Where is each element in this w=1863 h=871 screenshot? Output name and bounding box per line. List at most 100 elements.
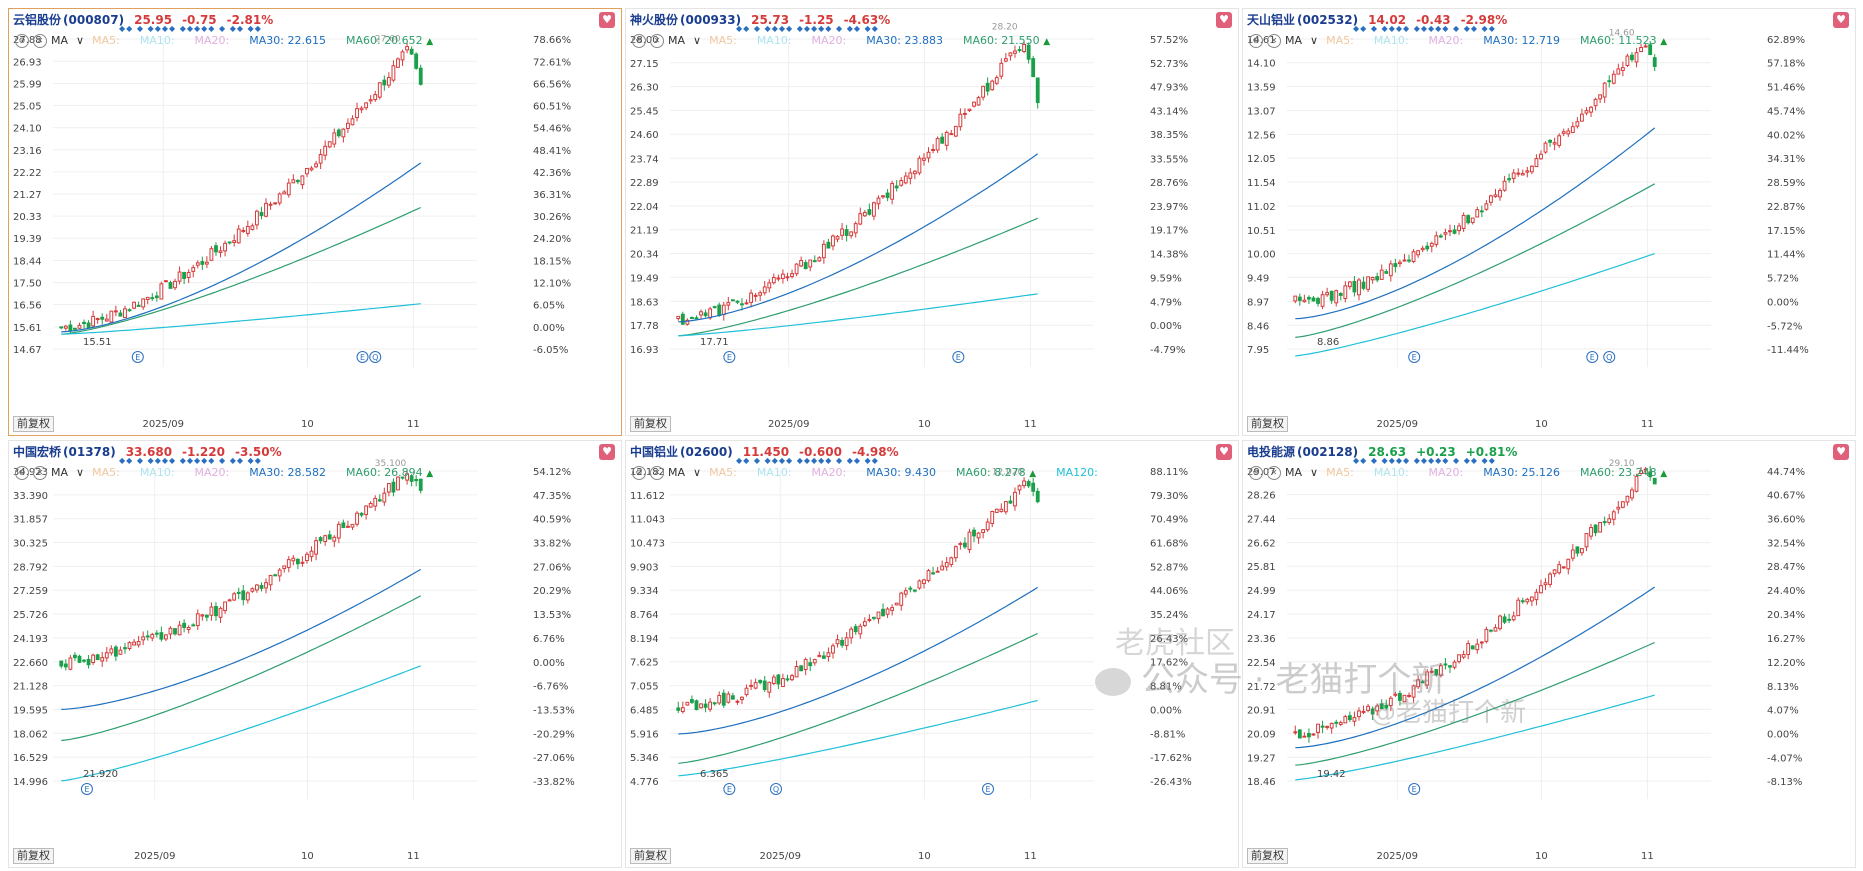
chevron-down-icon[interactable]: ∨ (693, 34, 702, 47)
event-marker[interactable]: E (80, 783, 93, 795)
close-x-icon[interactable]: ✕ (1267, 34, 1281, 48)
stock-name[interactable]: 中国宏桥 (13, 445, 62, 459)
candle (1297, 293, 1302, 306)
favorite-heart-icon[interactable]: ♥ (599, 12, 615, 28)
adjust-mode-button[interactable]: 前复权 (13, 848, 54, 864)
chevron-down-icon[interactable]: ∨ (76, 466, 85, 479)
ma-label[interactable]: MA (51, 466, 69, 479)
event-marker[interactable]: E (131, 351, 144, 363)
settings-gear-icon[interactable]: ⚙ (632, 466, 646, 480)
chevron-down-icon[interactable]: ∨ (1310, 34, 1319, 47)
candlestick-chart[interactable]: 28.0027.1526.3025.4524.6023.7422.8922.04… (626, 9, 1239, 436)
ma-label[interactable]: MA (668, 466, 686, 479)
candlestick-chart[interactable]: 14.6114.1013.5913.0712.5612.0511.5411.02… (1243, 9, 1856, 436)
settings-gear-icon[interactable]: ⚙ (632, 34, 646, 48)
candle (872, 201, 876, 221)
chevron-down-icon[interactable]: ∨ (1310, 466, 1319, 479)
event-marker[interactable]: E (356, 351, 369, 363)
close-x-icon[interactable]: ✕ (650, 466, 664, 480)
stock-name[interactable]: 天山铝业 (1247, 13, 1296, 27)
y-tick-label: 11.043 (630, 515, 665, 526)
adjust-mode-button[interactable]: 前复权 (1247, 848, 1288, 864)
favorite-heart-icon[interactable]: ♥ (1216, 12, 1232, 28)
candle (1008, 52, 1013, 61)
stock-panel-chalco[interactable]: 12.182 11.612 11.043 10.473 9.903 9.334 8.764 8… (625, 440, 1239, 868)
candlestick-chart[interactable]: 29.0728.2627.4426.6225.8124.9924.1723.36… (1243, 441, 1856, 868)
stock-panel-hongqiao[interactable]: 34.923 33.390 31.857 30.325 28.792 27.259 25.7… (8, 440, 622, 868)
ma-label[interactable]: MA (668, 34, 686, 47)
ma-label[interactable]: MA (51, 34, 69, 47)
stock-change: +0.23 (1416, 445, 1456, 459)
stock-header: 中国铝业 (02600) 11.450 -0.600 -4.98% (630, 443, 899, 461)
signal-markers: ◆◆ ◆ ◆◆◆◆ ◆◆◆◆◆ ◆ ◆◆ ◆◆ (736, 24, 879, 33)
candle (95, 317, 100, 324)
chevron-down-icon[interactable]: ∨ (693, 466, 702, 479)
close-x-icon[interactable]: ✕ (33, 34, 47, 48)
close-x-icon[interactable]: ✕ (650, 34, 664, 48)
event-marker[interactable]: E (1408, 351, 1421, 363)
settings-gear-icon[interactable]: ⚙ (1249, 466, 1263, 480)
stock-panel-diantou[interactable]: 29.07 28.26 27.44 26.62 25.81 24.99 24.17 23.36… (1242, 440, 1856, 868)
event-marker[interactable]: E (723, 783, 736, 795)
event-marker[interactable]: Q (770, 783, 782, 795)
candle (999, 503, 1004, 513)
settings-gear-icon[interactable]: ⚙ (15, 34, 29, 48)
stock-panel-yunlv[interactable]: 27.88 26.93 25.99 25.05 24.10 23.16 22.22 21.27… (8, 8, 622, 436)
candle (703, 699, 708, 713)
adjust-mode-button[interactable]: 前复权 (630, 416, 671, 432)
adjust-mode-button[interactable]: 前复权 (13, 416, 54, 432)
ma30-line (678, 586, 1039, 735)
favorite-heart-icon[interactable]: ♥ (599, 444, 615, 460)
event-marker[interactable]: E (723, 351, 736, 363)
candle (890, 604, 895, 616)
chevron-down-icon[interactable]: ∨ (76, 34, 85, 47)
ma30-number: 12.719 (1521, 34, 1560, 47)
settings-gear-icon[interactable]: ⚙ (15, 466, 29, 480)
stock-name[interactable]: 神火股份 (630, 13, 679, 27)
candle (1520, 169, 1525, 176)
stock-name[interactable]: 中国铝业 (630, 445, 679, 459)
ma-label[interactable]: MA (1285, 34, 1303, 47)
candle (776, 274, 781, 282)
ma120-line (61, 303, 421, 335)
y-tick-label: 27.259 (13, 586, 48, 597)
event-marker[interactable]: Q (369, 351, 382, 363)
event-marker[interactable]: E (1408, 783, 1421, 795)
stock-name[interactable]: 电投能源 (1247, 445, 1296, 459)
candle (109, 645, 114, 656)
favorite-heart-icon[interactable]: ♥ (1216, 444, 1232, 460)
candle (1493, 624, 1498, 632)
ma10-label: MA10: (1373, 466, 1409, 479)
candlestick-chart[interactable]: 34.923 33.390 31.857 30.325 28.792 27.259 25.7… (9, 441, 622, 868)
candle (336, 521, 341, 544)
settings-gear-icon[interactable]: ⚙ (1249, 34, 1263, 48)
candlestick-chart[interactable]: 12.182 11.612 11.043 10.473 9.903 9.334 8.764 8… (626, 441, 1239, 868)
candle (835, 634, 840, 648)
x-tick-label: 2025/09 (759, 851, 801, 862)
stock-panel-tianshan[interactable]: 14.61 14.10 13.59 13.07 12.56 12.05 11.54 11.02… (1242, 8, 1856, 436)
ma10-label: MA10: (1373, 34, 1409, 47)
candle (1407, 692, 1411, 698)
favorite-heart-icon[interactable]: ♥ (1833, 444, 1849, 460)
candle (1525, 166, 1530, 178)
pct-tick-label: -8.81% (1150, 729, 1185, 740)
stock-panel-shenhuo[interactable]: 28.00 27.15 26.30 25.45 24.60 23.74 22.89 22.04… (625, 8, 1239, 436)
adjust-mode-button[interactable]: 前复权 (1247, 416, 1288, 432)
adjust-mode-button[interactable]: 前复权 (630, 848, 671, 864)
favorite-heart-icon[interactable]: ♥ (1833, 12, 1849, 28)
stock-name[interactable]: 云铝股份 (13, 13, 62, 27)
close-x-icon[interactable]: ✕ (1267, 466, 1281, 480)
event-marker[interactable]: Q (1603, 351, 1616, 363)
pct-tick-label: 33.55% (1150, 154, 1188, 165)
candle (1022, 477, 1026, 489)
candle (840, 637, 844, 648)
close-x-icon[interactable]: ✕ (33, 466, 47, 480)
event-marker[interactable]: E (1586, 351, 1599, 363)
candle (382, 487, 387, 506)
event-marker[interactable]: E (982, 783, 994, 795)
pct-tick-label: 12.20% (1767, 658, 1805, 669)
ma-label[interactable]: MA (1285, 466, 1303, 479)
event-marker[interactable]: E (952, 351, 965, 363)
candlestick-chart[interactable]: 27.8826.9325.9925.0524.1023.1622.2221.27… (9, 9, 622, 436)
x-tick-label: 10 (918, 851, 931, 862)
